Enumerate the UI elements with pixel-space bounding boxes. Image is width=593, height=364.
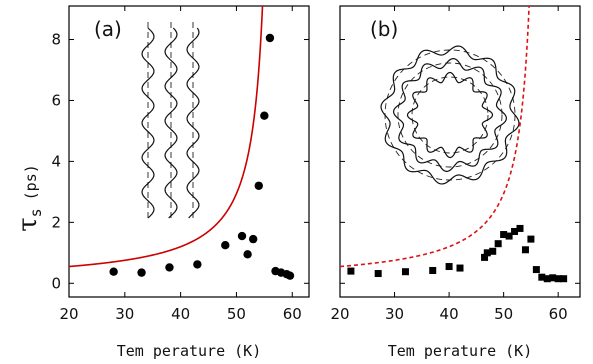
panel-a-data-point bbox=[137, 268, 146, 277]
panel-b-fit-curve bbox=[340, 6, 530, 268]
panel-b-data-point bbox=[532, 266, 540, 274]
panel-a-frame bbox=[68, 5, 310, 298]
panel-b-data-point bbox=[445, 263, 453, 271]
panel-a-data-point bbox=[165, 263, 174, 272]
panel-b-data-point bbox=[511, 227, 519, 235]
panel-a-y-tick-label: 0 bbox=[51, 274, 61, 292]
panel-b-data-point bbox=[549, 274, 557, 282]
panel-b-data-point bbox=[489, 247, 497, 255]
panel-a-x-tick-label: 40 bbox=[171, 305, 190, 323]
y-axis-label-unit: (ps) bbox=[22, 164, 40, 200]
panel-a-data-point bbox=[193, 260, 202, 269]
panel-a-y-tick-label: 4 bbox=[51, 152, 61, 170]
ring-schematic-illustration bbox=[380, 45, 520, 185]
panel-b-x-axis-label: Tem perature (K) bbox=[388, 342, 533, 360]
panel-b-data-point bbox=[494, 240, 502, 248]
ring-wave-line bbox=[380, 45, 520, 185]
panel-a-x-tick-label: 60 bbox=[283, 305, 302, 323]
panel-b-data-point bbox=[401, 268, 409, 276]
panel-b-frame bbox=[339, 5, 581, 298]
panel-b-label: (b) bbox=[370, 17, 398, 41]
panel-a-data-point bbox=[254, 181, 263, 190]
panel-b-data-point bbox=[500, 231, 508, 239]
panel-a-x-axis-label: Tem perature (K) bbox=[117, 342, 262, 360]
panel-b-data-point bbox=[543, 275, 551, 283]
panel-b-data-point bbox=[483, 249, 491, 257]
ring-dashed-circle bbox=[411, 76, 489, 154]
panel-b-data-point bbox=[538, 273, 546, 281]
ring-wave-line bbox=[406, 71, 494, 159]
panel-a-y-tick-label: 2 bbox=[51, 213, 61, 231]
panel-a-data-point bbox=[237, 231, 247, 241]
panel-b-data-point bbox=[429, 266, 437, 274]
panel-b-x-tick-label: 50 bbox=[494, 305, 513, 323]
panel-a-data-point bbox=[221, 240, 230, 250]
panel-a-y-tick-label: 6 bbox=[51, 91, 61, 109]
panel-a-label: (a) bbox=[94, 17, 122, 41]
panel-a-fit-curve bbox=[69, 6, 264, 268]
panel-a-data-point bbox=[265, 33, 275, 43]
ring-wave-line bbox=[393, 58, 507, 172]
panel-a-y-tick-label: 8 bbox=[51, 31, 61, 49]
svg-text:τs(ps): τs (ps) bbox=[13, 164, 45, 232]
panel-b-x-tick-label: 60 bbox=[549, 305, 568, 323]
y-axis-label-symbol: τ bbox=[13, 217, 43, 231]
panel-a-x-tick-label: 30 bbox=[115, 305, 134, 323]
y-axis-label-subscript: s bbox=[27, 208, 45, 217]
panel-b-data-point bbox=[521, 246, 529, 254]
panel-b-data-point bbox=[456, 264, 464, 272]
chain-wave-line bbox=[186, 27, 200, 219]
panel-b-data-point bbox=[481, 253, 489, 261]
panel-b-x-tick-label: 30 bbox=[385, 305, 404, 323]
panel-b-data-point bbox=[374, 270, 382, 278]
panel-a-data-point bbox=[109, 267, 118, 276]
panel-a-data-point bbox=[243, 250, 252, 259]
panel-b-data-point bbox=[527, 235, 535, 243]
panel-a-data-point bbox=[248, 234, 258, 244]
panel-a-data-point bbox=[260, 111, 269, 120]
panel-b-data-point bbox=[347, 267, 355, 275]
panel-b-data-point bbox=[516, 224, 524, 232]
panel-a-data-point bbox=[285, 271, 295, 280]
panel-b-data-point bbox=[554, 275, 562, 283]
panel-b-x-tick-label: 20 bbox=[330, 305, 349, 323]
panel-b-data-point bbox=[505, 232, 513, 240]
panel-b: (b) 20 30 40 50 60 Tem perature (K) bbox=[330, 5, 581, 360]
panel-a-x-tick-label: 50 bbox=[227, 305, 246, 323]
ring-dashed-circle bbox=[397, 62, 503, 168]
panel-a-x-tick-label: 20 bbox=[59, 305, 78, 323]
panel-b-x-tick-label: 40 bbox=[440, 305, 459, 323]
panel-b-data-point bbox=[560, 275, 568, 283]
y-axis-label: τs (ps) bbox=[13, 164, 45, 232]
chain-wave-line bbox=[141, 27, 155, 219]
chain-wave-line bbox=[164, 27, 178, 219]
panel-a: (a) 20 30 40 50 60 0 2 4 6 8 Tem perature (K) bbox=[51, 5, 310, 360]
chain-schematic-illustration bbox=[141, 22, 200, 220]
